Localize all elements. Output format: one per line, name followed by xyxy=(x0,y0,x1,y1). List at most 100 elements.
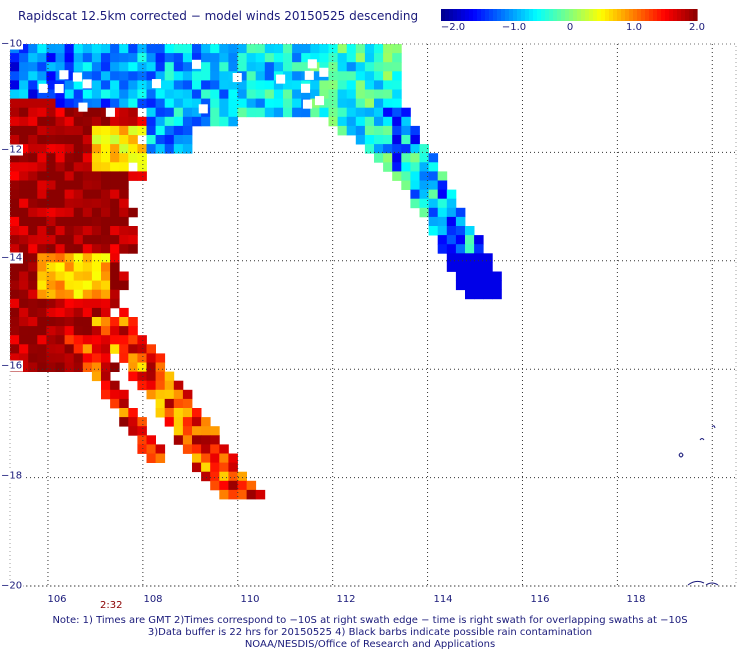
heatmap-cell xyxy=(10,307,20,318)
heatmap-cell xyxy=(55,271,65,281)
heatmap-cell xyxy=(137,71,147,81)
heatmap-cell xyxy=(446,198,457,209)
heatmap-cell xyxy=(101,389,111,400)
heatmap-cell xyxy=(201,426,211,436)
heatmap-cell xyxy=(201,462,211,473)
heatmap-cell xyxy=(128,244,138,254)
heatmap-cell xyxy=(110,207,120,218)
heatmap-cell xyxy=(210,53,220,63)
heatmap-cell xyxy=(91,153,102,163)
heatmap-cell xyxy=(55,62,65,72)
heatmap-cell xyxy=(64,125,75,136)
heatmap-cell xyxy=(110,271,120,281)
heatmap-cell xyxy=(37,244,47,254)
heatmap-cell xyxy=(37,71,47,81)
heatmap-cell xyxy=(155,353,166,363)
heatmap-cell xyxy=(28,244,38,254)
heatmap-cell xyxy=(19,226,29,236)
colorbar-swatch xyxy=(577,9,582,21)
heatmap-cell xyxy=(46,289,56,300)
heatmap-cell xyxy=(37,344,47,354)
heatmap-cell xyxy=(37,280,47,291)
heatmap-cell xyxy=(328,71,338,81)
heatmap-cell xyxy=(91,253,102,263)
heatmap-cell xyxy=(392,71,402,81)
missing-cell xyxy=(59,70,69,80)
heatmap-cell xyxy=(119,189,129,200)
heatmap-cell xyxy=(28,89,38,99)
heatmap-cell xyxy=(55,235,65,245)
heatmap-cell xyxy=(28,198,38,209)
heatmap-cell xyxy=(273,53,284,63)
heatmap-cell xyxy=(73,226,84,236)
heatmap-cell xyxy=(155,135,166,145)
heatmap-cell xyxy=(10,353,20,363)
heatmap-cell xyxy=(146,453,156,463)
heatmap-cell xyxy=(374,71,384,81)
heatmap-cell xyxy=(182,53,193,63)
heatmap-cell xyxy=(283,62,293,72)
heatmap-cell xyxy=(46,298,56,309)
heatmap-cell xyxy=(73,89,84,99)
heatmap-cell xyxy=(437,180,448,190)
heatmap-cell xyxy=(128,426,138,436)
heatmap-cell xyxy=(337,89,348,99)
heatmap-cell xyxy=(364,89,375,99)
heatmap-cell xyxy=(28,189,38,200)
heatmap-cell xyxy=(137,417,147,427)
heatmap-cell xyxy=(101,244,111,254)
heatmap-cell xyxy=(419,153,429,163)
heatmap-cell xyxy=(46,144,56,154)
heatmap-cell xyxy=(128,226,138,236)
heatmap-cell xyxy=(401,144,411,154)
heatmap-cell xyxy=(37,198,47,209)
heatmap-cell xyxy=(101,153,111,163)
heatmap-cell xyxy=(28,344,38,354)
heatmap-cell xyxy=(210,435,220,445)
heatmap-cell xyxy=(28,216,38,227)
heatmap-cell xyxy=(128,107,138,118)
heatmap-cell xyxy=(401,107,411,118)
colorbar-swatch xyxy=(601,9,606,21)
heatmap-cell xyxy=(173,116,184,127)
heatmap-cell xyxy=(173,408,184,418)
heatmap-cell xyxy=(219,53,229,63)
heatmap-cell xyxy=(455,207,466,218)
heatmap-cell xyxy=(164,371,175,382)
heatmap-cell xyxy=(101,326,111,336)
heatmap-cell xyxy=(91,107,102,118)
heatmap-cell xyxy=(82,262,93,272)
heatmap-cell xyxy=(19,53,29,63)
colorbar-swatch xyxy=(457,9,462,21)
heatmap-cell xyxy=(328,44,338,54)
heatmap-cell xyxy=(73,107,84,118)
heatmap-cell xyxy=(101,207,111,218)
colorbar-swatch xyxy=(665,9,670,21)
heatmap-cell xyxy=(73,171,84,181)
heatmap-cell xyxy=(319,89,329,99)
heatmap-cell xyxy=(82,125,93,136)
heatmap-cell xyxy=(182,408,193,418)
y-tick-label: −14 xyxy=(0,252,24,264)
heatmap-cell xyxy=(173,417,184,427)
heatmap-cell xyxy=(355,89,366,99)
heatmap-cell xyxy=(319,62,329,72)
heatmap-cell xyxy=(137,426,147,436)
heatmap-cell xyxy=(283,44,293,54)
heatmap-cell xyxy=(192,435,202,445)
heatmap-cell xyxy=(201,417,211,427)
heatmap-cell xyxy=(37,107,47,118)
heatmap-cell xyxy=(55,362,65,372)
heatmap-cell xyxy=(446,262,457,272)
heatmap-cell xyxy=(91,116,102,127)
heatmap-cell xyxy=(46,80,56,90)
heatmap-cell xyxy=(119,398,129,409)
heatmap-cell xyxy=(210,453,220,463)
heatmap-cell xyxy=(283,98,293,109)
heatmap-cell xyxy=(428,198,439,209)
heatmap-cell xyxy=(46,125,56,136)
heatmap-cell xyxy=(146,144,156,154)
heatmap-cell xyxy=(210,62,220,72)
heatmap-cell xyxy=(164,144,175,154)
heatmap-cell xyxy=(219,71,229,81)
